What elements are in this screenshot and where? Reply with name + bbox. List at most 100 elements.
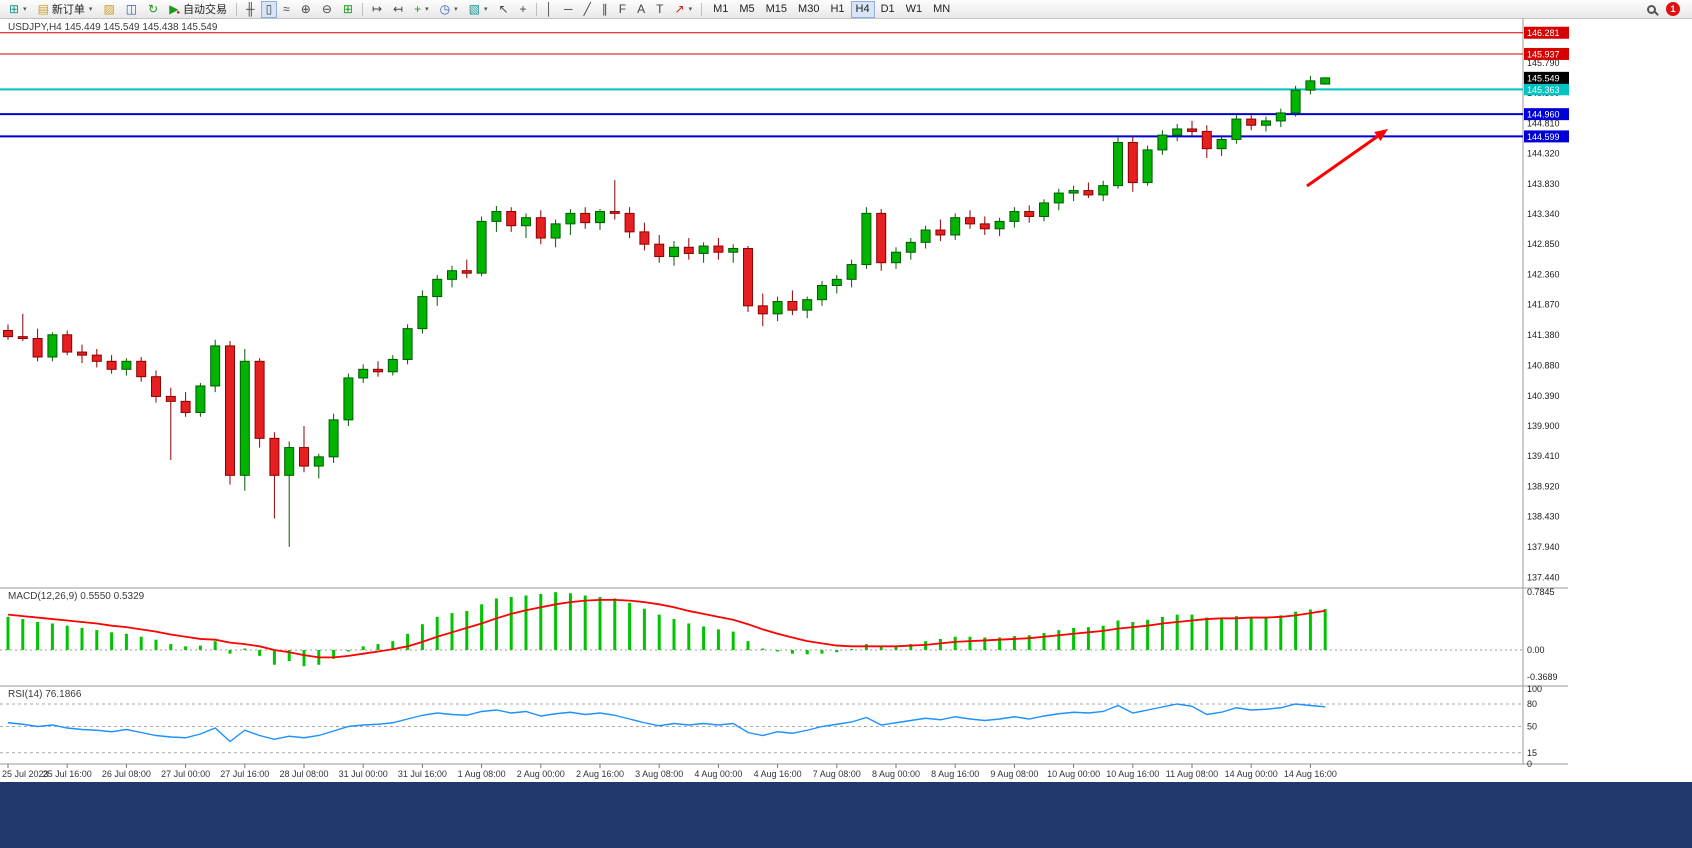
trendline-button[interactable]: ╱ [579, 1, 596, 18]
svg-text:140.390: 140.390 [1527, 391, 1560, 401]
price-axis[interactable]: 145.790145.300144.810144.320143.830143.3… [1527, 58, 1560, 769]
timeframe-button-d1[interactable]: D1 [876, 1, 900, 18]
expert-advisors-icon: ▨ [103, 2, 115, 16]
svg-text:3 Aug 08:00: 3 Aug 08:00 [635, 769, 683, 779]
horizontal-line-button[interactable]: ─ [559, 1, 578, 18]
text-label-button[interactable]: T [651, 1, 668, 18]
templates-button[interactable]: ▧ ▾ [464, 1, 493, 18]
refresh-button[interactable]: ↻ [143, 1, 163, 18]
new-order-label: 新订单 [51, 4, 85, 16]
arrows-button[interactable]: ↗ ▾ [670, 1, 698, 18]
line-chart-button[interactable]: ≈ [278, 1, 295, 18]
new-order-button[interactable]: ▤ 新订单 ▾ [33, 1, 98, 18]
zoom-out-button[interactable]: ⊖ [317, 1, 337, 18]
line-chart-icon: ≈ [283, 2, 290, 16]
chart-canvas[interactable]: 145.790145.300144.810144.320143.830143.3… [0, 19, 1692, 782]
svg-text:142.360: 142.360 [1527, 269, 1560, 279]
chart-shift-button[interactable]: ↤ [388, 1, 408, 18]
periods-button[interactable]: ◷ ▾ [435, 1, 463, 18]
horizontal-line-icon: ─ [564, 2, 573, 16]
tile-windows-button[interactable]: ⊞ [338, 1, 358, 18]
svg-text:143.340: 143.340 [1527, 209, 1560, 219]
svg-text:31 Jul 00:00: 31 Jul 00:00 [339, 769, 388, 779]
svg-text:144.320: 144.320 [1527, 149, 1560, 159]
crosshair-button[interactable]: + [515, 1, 532, 18]
arrows-icon: ↗ [674, 2, 685, 16]
tile-windows-icon: ⊞ [342, 2, 353, 16]
cursor-button[interactable]: ↖ [493, 1, 513, 18]
svg-text:142.850: 142.850 [1527, 239, 1560, 249]
equidistant-channel-button[interactable]: ∥ [597, 1, 613, 18]
vertical-line-button[interactable]: │ [541, 1, 559, 18]
timeframe-button-m5[interactable]: M5 [734, 1, 759, 18]
timeframe-group: M1 M5 M15 M30 H1 H4 D1 W1 MN [708, 0, 955, 18]
candlestick-chart-icon: ▯ [265, 2, 273, 16]
timeframe-button-h4[interactable]: H4 [850, 0, 875, 18]
auto-trading-button[interactable]: ▶ ● 自动交易 [164, 1, 232, 18]
fibonacci-button[interactable]: F [614, 1, 631, 18]
price-marker: 144.599 [1524, 130, 1569, 143]
search-icon[interactable] [1647, 4, 1656, 14]
svg-text:139.900: 139.900 [1527, 421, 1560, 431]
svg-text:100: 100 [1527, 684, 1542, 694]
svg-text:80: 80 [1527, 699, 1537, 709]
timeframe-button-m30[interactable]: M30 [793, 1, 824, 18]
rsi-panel [0, 703, 1523, 754]
svg-text:9 Aug 08:00: 9 Aug 08:00 [990, 769, 1038, 779]
timeframe-button-mn[interactable]: MN [928, 1, 955, 18]
svg-text:143.830: 143.830 [1527, 179, 1560, 189]
new-chart-icon: ⊞ [9, 2, 20, 16]
toolbar-separator [535, 2, 537, 16]
auto-scroll-button[interactable]: ↦ [367, 1, 387, 18]
timeframe-button-m15[interactable]: M15 [761, 1, 792, 18]
auto-trading-disabled-icon: ● [176, 9, 181, 16]
price-marker: 146.281 [1524, 26, 1569, 39]
svg-text:25 Jul 2023: 25 Jul 2023 [2, 769, 49, 779]
text-label-icon: T [656, 2, 664, 16]
bar-chart-button[interactable]: ╫ [241, 1, 260, 18]
zoom-in-icon: ⊕ [300, 2, 311, 16]
macd-indicator-label: MACD(12,26,9) 0.5550 0.5329 [8, 591, 145, 602]
chart-shift-icon: ↤ [393, 2, 404, 16]
svg-text:50: 50 [1527, 722, 1537, 732]
svg-text:28 Jul 08:00: 28 Jul 08:00 [279, 769, 328, 779]
zoom-out-icon: ⊖ [321, 2, 332, 16]
text-icon: A [637, 2, 646, 16]
svg-text:1 Aug 08:00: 1 Aug 08:00 [458, 769, 506, 779]
svg-text:8 Aug 16:00: 8 Aug 16:00 [931, 769, 979, 779]
arrow-annotation[interactable] [1306, 129, 1388, 188]
indicators-button[interactable]: + ▾ [409, 1, 434, 18]
chevron-down-icon: ▾ [454, 6, 458, 13]
candlestick-chart-button[interactable]: ▯ [260, 0, 278, 18]
zoom-in-button[interactable]: ⊕ [296, 1, 316, 18]
expert-advisors-button[interactable]: ▨ [98, 1, 119, 18]
timeframe-button-h1[interactable]: H1 [825, 1, 849, 18]
new-order-icon: ▤ [37, 2, 49, 16]
auto-trading-label: 自动交易 [183, 4, 228, 16]
svg-text:27 Jul 16:00: 27 Jul 16:00 [220, 769, 269, 779]
svg-text:4 Aug 16:00: 4 Aug 16:00 [754, 769, 802, 779]
bottom-dark-strip [0, 782, 1692, 848]
timeframe-button-m1[interactable]: M1 [708, 1, 733, 18]
notification-badge[interactable]: 1 [1666, 2, 1680, 16]
svg-text:146.281: 146.281 [1527, 28, 1560, 38]
svg-text:144.810: 144.810 [1527, 118, 1560, 128]
timeframe-button-w1[interactable]: W1 [901, 1, 928, 18]
svg-text:14 Aug 00:00: 14 Aug 00:00 [1225, 769, 1278, 779]
metaeditor-button[interactable]: ◫ [121, 1, 142, 18]
auto-scroll-icon: ↦ [371, 2, 383, 16]
auto-trading-icon: ▶ [169, 2, 179, 16]
svg-text:14 Aug 16:00: 14 Aug 16:00 [1284, 769, 1337, 779]
svg-text:141.380: 141.380 [1527, 330, 1560, 340]
candlestick-series [3, 75, 1331, 547]
bar-chart-icon: ╫ [246, 2, 255, 16]
text-button[interactable]: A [632, 1, 650, 18]
new-chart-button[interactable]: ⊞ ▾ [4, 1, 32, 18]
svg-text:10 Aug 16:00: 10 Aug 16:00 [1106, 769, 1159, 779]
rsi-indicator-label: RSI(14) 76.1866 [8, 689, 82, 700]
chevron-down-icon: ▾ [688, 6, 693, 13]
chevron-down-icon: ▾ [88, 6, 93, 13]
svg-text:0: 0 [1527, 759, 1532, 769]
toolbar-separator [701, 2, 703, 16]
